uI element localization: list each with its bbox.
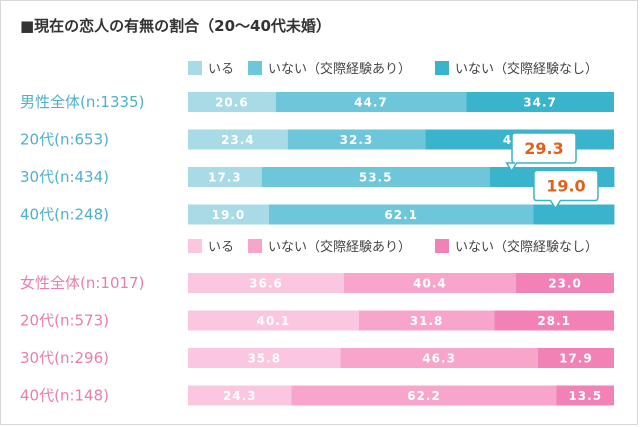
female-bar-row4-seg2	[291, 385, 557, 406]
male-bar-row3-seg2	[261, 167, 490, 187]
female-legend-label-2: いない（交際経験あり）	[268, 239, 411, 255]
female-category-label-4: 40代(n:148)	[20, 387, 109, 405]
female-legend-swatch-1	[188, 239, 202, 253]
female-value-label-row3-seg3: 17.9	[559, 352, 593, 366]
female-bar-row4-seg3	[556, 385, 614, 406]
female-legend-swatch-3	[435, 239, 449, 253]
female-value-label-row2-seg3: 28.1	[537, 314, 571, 328]
male-value-label-row4-seg1: 19.0	[212, 208, 246, 222]
female-bar-row1-seg3	[516, 273, 614, 293]
chart-title: ■現在の恋人の有無の割合（20〜40代未婚）	[20, 17, 331, 35]
female-bar-row1-seg2	[343, 273, 517, 293]
female-value-label-row4-seg2: 62.2	[407, 389, 441, 403]
female-legend-swatch-2	[248, 239, 262, 253]
male-bar-row4-seg3	[533, 204, 615, 225]
male-legend-swatch-2	[248, 61, 262, 75]
male-category-label-4: 40代(n:248)	[20, 206, 109, 224]
female-bar-row2-seg1	[188, 310, 359, 331]
male-bar-row2-seg1	[188, 129, 288, 150]
male-category-label-2: 20代(n:653)	[20, 131, 109, 149]
male-bar-row2-seg2	[287, 129, 426, 150]
female-value-label-row4-seg3: 13.5	[568, 389, 602, 403]
male-value-label-row1-seg3: 34.7	[523, 96, 557, 110]
male-callout-value-2: 19.0	[546, 177, 585, 196]
female-value-label-row1-seg3: 23.0	[548, 277, 582, 291]
male-category-label-1: 男性全体(n:1335)	[20, 93, 144, 111]
male-bar-row1-seg2	[275, 92, 467, 112]
male-callout-box-1	[505, 132, 577, 173]
female-value-label-row4-seg1: 24.3	[223, 389, 257, 403]
male-bar-row3-seg1	[188, 167, 262, 187]
male-bar-row1-seg3	[466, 92, 614, 112]
female-value-label-row2-seg2: 31.8	[410, 314, 444, 328]
male-legend-label-2: いない（交際経験あり）	[268, 61, 411, 77]
male-value-label-row4-seg2: 62.1	[384, 208, 418, 222]
male-bar-row4-seg1	[188, 204, 269, 225]
female-category-label-3: 30代(n:296)	[20, 349, 109, 367]
female-legend-label-1: いる	[208, 240, 234, 255]
male-category-label-3: 30代(n:434)	[20, 168, 109, 186]
female-bar-row3-seg3	[537, 348, 614, 368]
male-value-label-row3-seg2: 53.5	[359, 171, 393, 185]
female-value-label-row3-seg1: 35.8	[247, 352, 281, 366]
male-value-label-row2-seg1: 23.4	[221, 133, 255, 147]
male-legend-label-3: いない（交際経験なし）	[455, 61, 598, 77]
female-bar-row1-seg1	[188, 273, 344, 293]
female-value-label-row1-seg1: 36.6	[249, 277, 283, 291]
female-value-label-row2-seg1: 40.1	[257, 314, 291, 328]
female-bar-row2-seg3	[494, 310, 614, 331]
male-bar-row1-seg1	[188, 92, 276, 112]
male-value-label-row2-seg2: 32.3	[340, 133, 374, 147]
male-callout-box-2	[533, 169, 599, 210]
female-bar-row3-seg2	[340, 348, 538, 368]
female-value-label-row3-seg2: 46.3	[422, 352, 456, 366]
female-value-label-row1-seg2: 40.4	[413, 277, 447, 291]
male-value-label-row1-seg1: 20.6	[215, 96, 249, 110]
male-bar-row4-seg2	[268, 204, 534, 225]
male-legend-swatch-3	[435, 61, 449, 75]
female-legend-label-3: いない（交際経験なし）	[455, 239, 598, 255]
female-bar-row2-seg2	[358, 310, 495, 331]
male-legend-label-1: いる	[208, 62, 234, 77]
female-bar-row4-seg1	[188, 385, 292, 406]
male-value-label-row1-seg2: 44.7	[354, 96, 388, 110]
male-value-label-row3-seg1: 17.3	[208, 171, 242, 185]
female-bar-row3-seg1	[188, 348, 341, 368]
female-category-label-1: 女性全体(n:1017)	[20, 274, 144, 292]
male-callout-value-1: 29.3	[524, 139, 563, 158]
male-legend-swatch-1	[188, 61, 202, 75]
female-category-label-2: 20代(n:573)	[20, 312, 109, 330]
